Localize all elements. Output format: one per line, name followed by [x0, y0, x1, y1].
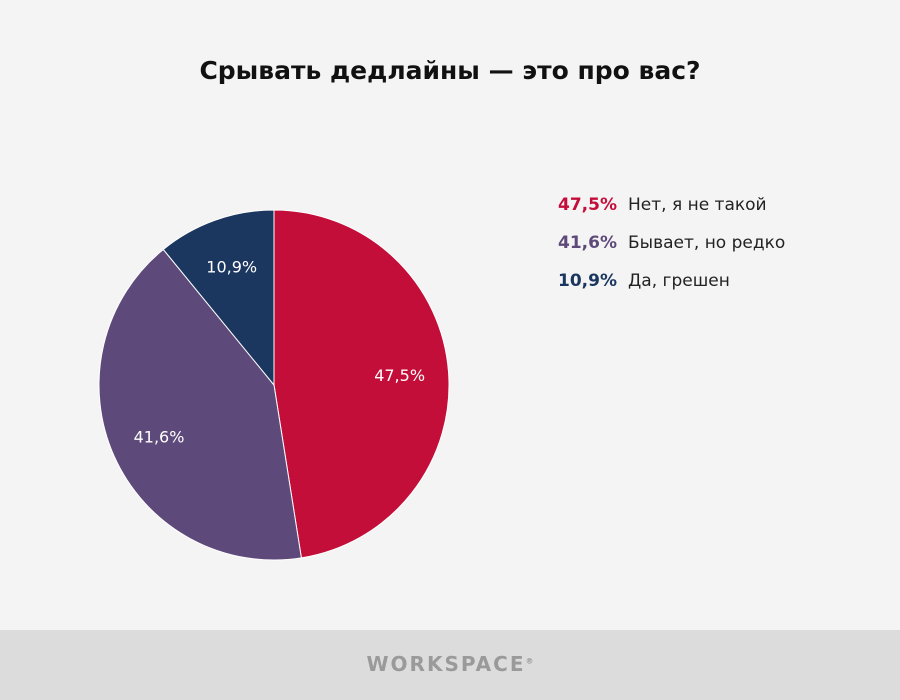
pie-slice-label: 41,6%: [134, 427, 185, 446]
footer: WORKSPACE®: [0, 630, 900, 700]
brand-name: WORKSPACE: [366, 652, 526, 676]
legend-label: Нет, я не такой: [628, 195, 767, 215]
legend-item-da: 10,9% Да, грешен: [558, 262, 785, 300]
pie-slice-byvaet: [98, 248, 302, 561]
pie-slice-da: [162, 209, 275, 387]
legend: 47,5% Нет, я не такой 41,6% Бывает, но р…: [558, 186, 785, 300]
pie-slice-label: 47,5%: [374, 366, 425, 385]
chart-title: Срывать дедлайны — это про вас?: [199, 56, 701, 85]
legend-value: 47,5%: [558, 195, 617, 215]
pie-slice-label: 10,9%: [206, 257, 257, 276]
registered-mark: ®: [525, 656, 534, 666]
legend-item-net: 47,5% Нет, я не такой: [558, 186, 785, 224]
brand-logo: WORKSPACE®: [0, 652, 900, 676]
legend-value: 10,9%: [558, 271, 617, 291]
pie-slice-net: [273, 209, 450, 559]
pie-chart: 47,5% 41,6% 10,9%: [98, 209, 450, 561]
legend-value: 41,6%: [558, 233, 617, 253]
legend-label: Да, грешен: [628, 271, 730, 291]
legend-item-byvaet: 41,6% Бывает, но редко: [558, 224, 785, 262]
legend-label: Бывает, но редко: [628, 233, 786, 253]
